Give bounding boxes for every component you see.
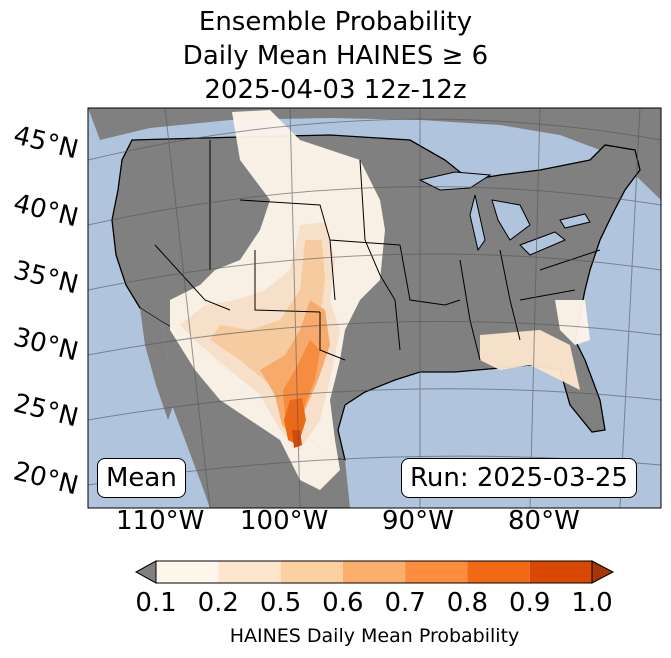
canada-land [88,108,661,200]
colorbar-segment [342,561,406,583]
colorbar-tick-label: 0.2 [197,588,239,618]
colorbar-label: HAINES Daily Mean Probability [229,625,520,647]
colorbar [134,560,615,584]
graticule [88,108,661,508]
title-line-2: Daily Mean HAINES ≥ 6 [182,41,489,71]
colorbar-tick-label: 0.9 [509,588,551,618]
title-line-1: Ensemble Probability [198,7,473,37]
colorbar-tick-label: 0.8 [446,588,489,618]
colorbar-tick-label: 0.6 [322,588,364,618]
colorbar-segment [156,561,219,583]
colorbar-over-arrow [591,560,615,584]
colorbar-tick-label: 0.1 [135,588,177,618]
colorbar-segment [467,561,530,583]
lon-label-110: 110°W [116,506,205,536]
colorbar-tick-label: 1.0 [571,588,613,618]
colorbar-tick-label: 0.7 [384,588,426,618]
lon-label-80: 80°W [508,506,580,536]
colorbar-segment [529,561,592,583]
run-date-box: Run: 2025-03-25 [401,458,637,498]
state-borders [154,140,601,361]
colorbar-segment [218,561,281,583]
baja-land [140,308,175,420]
title-line-3: 2025-04-03 12z-12z [204,75,467,105]
colorbar-frame [155,560,593,584]
lon-label-100: 100°W [240,506,329,536]
lon-label-90: 90°W [382,506,454,536]
stat-box: Mean [97,458,186,498]
colorbar-segment [405,561,468,583]
map-frame [87,107,662,509]
colorbar-tick-label: 0.5 [259,588,302,618]
colorbar-under-arrow [134,560,157,584]
colorbar-segment [280,561,343,583]
probability-field [170,110,590,490]
great-lakes [418,171,591,256]
